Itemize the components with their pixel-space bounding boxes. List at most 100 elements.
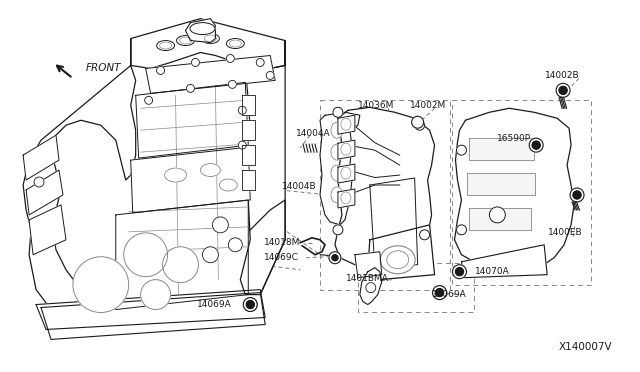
Polygon shape xyxy=(186,19,216,42)
Circle shape xyxy=(243,298,257,311)
Polygon shape xyxy=(243,120,255,140)
Polygon shape xyxy=(469,138,534,160)
Text: FRONT: FRONT xyxy=(86,64,122,73)
Text: 14069A: 14069A xyxy=(196,300,231,309)
Ellipse shape xyxy=(341,143,351,155)
Polygon shape xyxy=(338,140,355,159)
Text: 14036M: 14036M xyxy=(358,101,394,110)
Text: 14069C: 14069C xyxy=(264,253,299,262)
Text: 14069A: 14069A xyxy=(431,290,467,299)
Polygon shape xyxy=(36,290,265,330)
Text: 14018M: 14018M xyxy=(264,238,301,247)
Circle shape xyxy=(570,188,584,202)
Polygon shape xyxy=(338,115,355,134)
Polygon shape xyxy=(41,293,265,339)
Polygon shape xyxy=(454,108,574,272)
Circle shape xyxy=(227,54,234,62)
Text: 14004B: 14004B xyxy=(282,182,317,190)
Polygon shape xyxy=(146,55,275,93)
Circle shape xyxy=(329,252,341,264)
Text: 1400EB: 1400EB xyxy=(548,228,583,237)
Ellipse shape xyxy=(202,33,220,44)
Polygon shape xyxy=(131,147,250,213)
Ellipse shape xyxy=(229,40,241,47)
Polygon shape xyxy=(243,170,255,190)
Circle shape xyxy=(420,230,429,240)
Circle shape xyxy=(212,217,228,233)
Text: 14070A: 14070A xyxy=(476,267,510,276)
Circle shape xyxy=(529,138,543,152)
Circle shape xyxy=(433,286,447,299)
Polygon shape xyxy=(461,245,547,278)
Ellipse shape xyxy=(331,187,343,203)
Ellipse shape xyxy=(331,122,343,138)
Polygon shape xyxy=(23,135,59,180)
Ellipse shape xyxy=(243,298,257,311)
Circle shape xyxy=(124,233,168,277)
Polygon shape xyxy=(360,268,382,305)
Ellipse shape xyxy=(227,39,244,48)
Circle shape xyxy=(157,67,164,74)
Polygon shape xyxy=(467,173,535,195)
Circle shape xyxy=(332,255,338,261)
Circle shape xyxy=(238,141,246,149)
Circle shape xyxy=(366,283,376,293)
Ellipse shape xyxy=(157,41,175,51)
Circle shape xyxy=(452,265,467,279)
Circle shape xyxy=(186,84,195,92)
Circle shape xyxy=(532,141,540,149)
Circle shape xyxy=(415,120,424,130)
Polygon shape xyxy=(240,41,285,295)
Circle shape xyxy=(559,86,567,94)
Text: 14002M: 14002M xyxy=(410,101,446,110)
Circle shape xyxy=(436,289,444,296)
Polygon shape xyxy=(320,112,360,225)
Circle shape xyxy=(238,106,246,114)
Circle shape xyxy=(228,238,243,252)
Circle shape xyxy=(490,207,506,223)
Circle shape xyxy=(556,83,570,97)
Polygon shape xyxy=(243,145,255,165)
Polygon shape xyxy=(23,39,285,320)
Circle shape xyxy=(246,301,254,308)
Ellipse shape xyxy=(180,37,191,44)
Circle shape xyxy=(228,80,236,89)
Polygon shape xyxy=(370,178,418,268)
Ellipse shape xyxy=(177,36,195,45)
Ellipse shape xyxy=(159,42,172,49)
Polygon shape xyxy=(368,225,435,280)
Ellipse shape xyxy=(380,246,415,274)
Polygon shape xyxy=(338,189,355,208)
Ellipse shape xyxy=(204,35,216,42)
Ellipse shape xyxy=(341,192,351,204)
Circle shape xyxy=(412,116,424,128)
Polygon shape xyxy=(26,170,63,215)
Circle shape xyxy=(202,247,218,263)
Ellipse shape xyxy=(433,286,447,299)
Text: 14004A: 14004A xyxy=(296,129,331,138)
Text: 14002B: 14002B xyxy=(545,71,580,80)
Text: 1401BMA: 1401BMA xyxy=(346,274,388,283)
Circle shape xyxy=(145,96,152,104)
Circle shape xyxy=(73,257,129,312)
Polygon shape xyxy=(116,200,248,310)
Text: X140007V: X140007V xyxy=(559,342,612,352)
Ellipse shape xyxy=(190,23,215,35)
Polygon shape xyxy=(136,82,248,158)
Polygon shape xyxy=(338,164,355,183)
Circle shape xyxy=(456,268,463,276)
Ellipse shape xyxy=(331,144,343,160)
Ellipse shape xyxy=(387,251,409,269)
Ellipse shape xyxy=(220,179,237,191)
Polygon shape xyxy=(29,205,66,255)
Polygon shape xyxy=(355,252,382,278)
Ellipse shape xyxy=(164,168,186,182)
Circle shape xyxy=(266,71,274,79)
Circle shape xyxy=(333,107,343,117)
Circle shape xyxy=(141,280,171,310)
Polygon shape xyxy=(131,19,285,68)
Ellipse shape xyxy=(341,118,351,130)
Circle shape xyxy=(191,58,200,67)
Circle shape xyxy=(163,247,198,283)
Polygon shape xyxy=(243,95,255,115)
